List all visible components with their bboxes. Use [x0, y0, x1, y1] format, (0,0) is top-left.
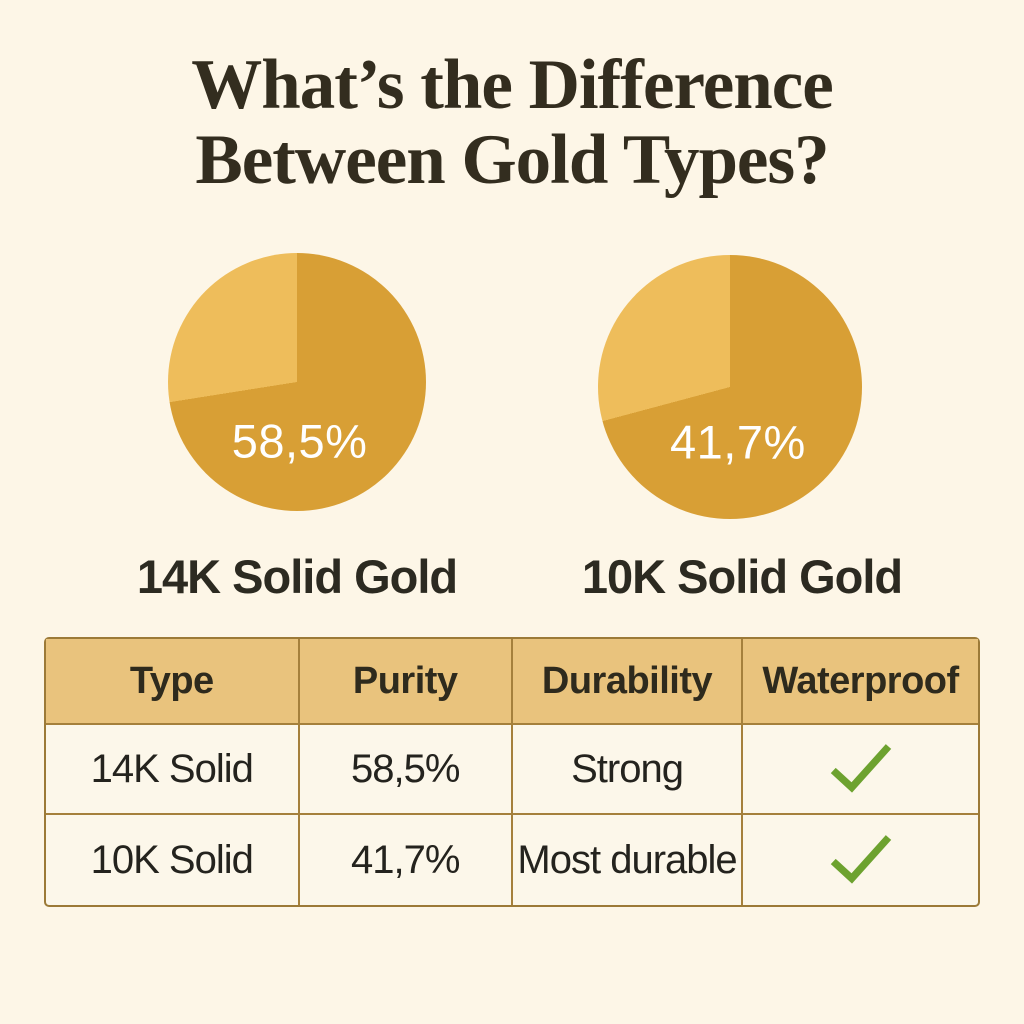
pie-percent-label-10k: 41,7%	[670, 415, 806, 469]
checkmark-icon	[830, 744, 891, 793]
page-title: What’s the Difference Between Gold Types…	[0, 48, 1024, 197]
pie-caption-14k: 14K Solid Gold	[136, 550, 458, 603]
title-line-2: Between Gold Types?	[195, 120, 829, 199]
table-cell-type-14k: 14K Solid	[46, 725, 300, 815]
pie-chart-14k: 58,5%	[168, 253, 426, 511]
pie-percent-label-14k: 58,5%	[231, 414, 368, 468]
table-header-purity: Purity	[299, 639, 513, 725]
table-cell-type-10k: 10K Solid	[46, 815, 300, 905]
table-header-durability: Durability	[512, 639, 744, 725]
pie-chart-10k: 41,7%	[598, 255, 862, 519]
checkmark-icon	[830, 835, 891, 884]
table-header-waterproof: Waterproof	[743, 639, 978, 725]
comparison-table: Type Purity Durability Waterproof 14K So…	[44, 637, 980, 907]
table-cell-waterproof-14k	[743, 725, 978, 815]
table-cell-durability-10k: Most durable	[513, 815, 744, 905]
table-cell-purity-10k: 41,7%	[300, 815, 513, 905]
table-cell-purity-14k: 58,5%	[299, 725, 513, 815]
table-cell-durability-14k: Strong	[512, 725, 744, 815]
table-cell-waterproof-10k	[743, 815, 978, 905]
title-line-1: What’s the Difference	[191, 46, 833, 124]
pie-caption-10k: 10K Solid Gold	[581, 550, 903, 603]
table-header-type: Type	[46, 639, 300, 725]
